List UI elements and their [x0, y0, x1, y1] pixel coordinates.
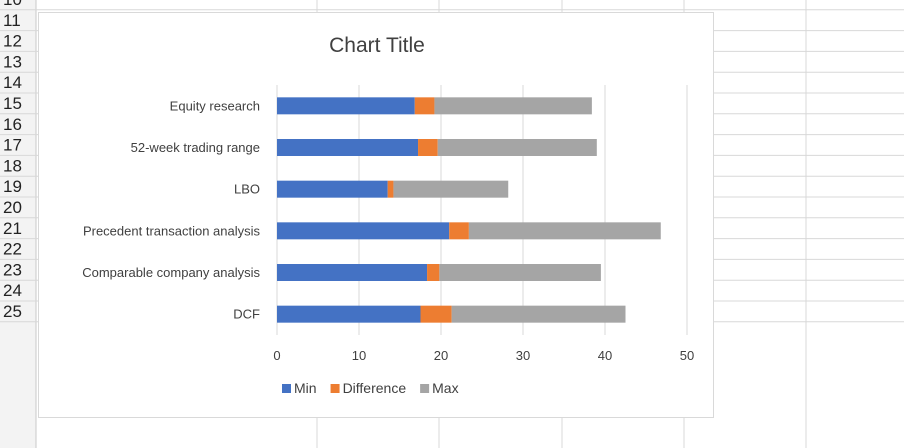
bar-segment[interactable]: [277, 139, 419, 156]
x-tick-label: 50: [680, 348, 694, 363]
x-gridlines: [276, 85, 688, 335]
row-header[interactable]: 13: [3, 52, 22, 71]
legend-label: Min: [294, 380, 317, 396]
bar-segment[interactable]: [277, 97, 415, 115]
row-header[interactable]: 14: [3, 73, 22, 92]
row-header[interactable]: 21: [3, 219, 22, 238]
row-header[interactable]: 17: [3, 136, 22, 155]
x-tick-label: 20: [434, 348, 448, 363]
bar-segment[interactable]: [387, 180, 394, 198]
legend-item[interactable]: Max: [420, 380, 459, 396]
legend-item[interactable]: Min: [282, 380, 317, 396]
row-header[interactable]: 18: [3, 156, 22, 175]
bar-segment[interactable]: [418, 139, 438, 156]
row-header[interactable]: 16: [3, 115, 22, 134]
bar-segment[interactable]: [393, 180, 509, 198]
bar-segment[interactable]: [277, 305, 421, 323]
x-tick-label: 10: [352, 348, 366, 363]
category-label: Precedent transaction analysis: [83, 223, 261, 238]
legend-swatch: [282, 384, 291, 393]
bar-segment[interactable]: [414, 97, 435, 115]
bar-segment[interactable]: [449, 222, 469, 240]
bar-segment[interactable]: [427, 264, 440, 281]
bar-segment[interactable]: [468, 222, 661, 240]
legend-label: Max: [432, 380, 458, 396]
category-label: Equity research: [170, 98, 260, 113]
category-label: Comparable company analysis: [82, 265, 260, 280]
bar-segment[interactable]: [277, 264, 428, 281]
bar-segment[interactable]: [451, 305, 626, 323]
row-header[interactable]: 20: [3, 198, 22, 217]
category-label: 52-week trading range: [131, 140, 260, 155]
x-tick-label: 0: [273, 348, 280, 363]
plot-area[interactable]: [277, 97, 661, 323]
row-header[interactable]: 25: [3, 302, 22, 321]
x-tick-label: 40: [598, 348, 612, 363]
bar-segment[interactable]: [434, 97, 592, 115]
x-tick-label: 30: [516, 348, 530, 363]
legend-label: Difference: [343, 380, 407, 396]
row-header[interactable]: 24: [3, 281, 22, 300]
row-header[interactable]: 22: [3, 240, 22, 259]
row-header[interactable]: 12: [3, 32, 22, 51]
bar-segment[interactable]: [437, 139, 597, 156]
legend-swatch: [420, 384, 430, 393]
chart-legend[interactable]: Min Difference Max: [282, 380, 459, 396]
legend-swatch: [330, 384, 340, 393]
row-header[interactable]: 11: [3, 11, 21, 30]
row-header[interactable]: 19: [3, 177, 22, 196]
chart-container[interactable]: Chart Title Equity research 52-week tradi…: [38, 12, 714, 418]
bar-segment[interactable]: [277, 222, 450, 240]
row-header[interactable]: 23: [3, 260, 22, 279]
category-label: LBO: [234, 182, 260, 197]
bar-segment[interactable]: [277, 180, 388, 198]
bar-segment[interactable]: [420, 305, 452, 323]
chart-title[interactable]: Chart Title: [329, 34, 425, 57]
legend-item[interactable]: Difference: [330, 380, 407, 396]
row-header[interactable]: 10: [3, 0, 22, 9]
category-label: DCF: [233, 307, 260, 322]
row-header[interactable]: 15: [3, 94, 22, 113]
value-axis: 0 10 20 30 40 50: [273, 348, 694, 363]
bar-chart: Chart Title Equity research 52-week tradi…: [82, 34, 694, 396]
bar-segment[interactable]: [439, 264, 601, 281]
category-axis: Equity research 52-week trading range LBO P…: [82, 98, 260, 321]
